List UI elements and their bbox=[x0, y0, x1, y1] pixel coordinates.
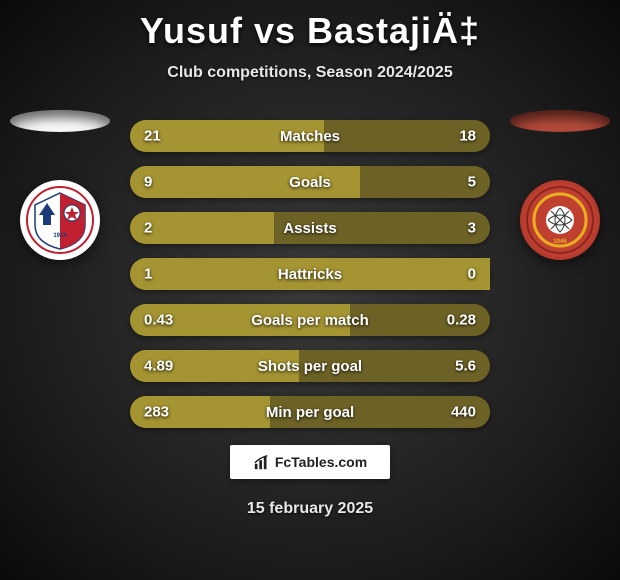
club-crest-right-icon: 1946 bbox=[525, 185, 595, 255]
player-shadow-left bbox=[10, 110, 110, 132]
stat-value-right: 5 bbox=[468, 174, 476, 191]
stat-value-left: 2 bbox=[144, 220, 152, 237]
stat-label: Min per goal bbox=[266, 404, 354, 421]
stat-value-right: 18 bbox=[459, 128, 476, 145]
stat-row: 0.43 Goals per match 0.28 bbox=[130, 304, 490, 336]
fctables-logo-text: FcTables.com bbox=[275, 454, 367, 470]
club-badge-left: 1914 bbox=[20, 180, 100, 260]
stat-label: Matches bbox=[280, 128, 340, 145]
stat-value-right: 0 bbox=[468, 266, 476, 283]
stat-value-left: 21 bbox=[144, 128, 161, 145]
stat-row: 4.89 Shots per goal 5.6 bbox=[130, 350, 490, 382]
stat-label: Hattricks bbox=[278, 266, 342, 283]
stat-label: Goals bbox=[289, 174, 331, 191]
stat-value-left: 283 bbox=[144, 404, 169, 421]
stat-value-left: 1 bbox=[144, 266, 152, 283]
stat-value-right: 440 bbox=[451, 404, 476, 421]
stat-row: 2 Assists 3 bbox=[130, 212, 490, 244]
stat-label: Shots per goal bbox=[258, 358, 362, 375]
stats-container: 21 Matches 18 9 Goals 5 2 Assists 3 1 Hattricks 0 0.… bbox=[130, 120, 490, 428]
stat-row: 9 Goals 5 bbox=[130, 166, 490, 198]
club-crest-left-icon: 1914 bbox=[25, 185, 95, 255]
club-badge-right: 1946 bbox=[520, 180, 600, 260]
stat-row: 283 Min per goal 440 bbox=[130, 396, 490, 428]
svg-text:1946: 1946 bbox=[553, 239, 567, 245]
stat-label: Goals per match bbox=[251, 312, 369, 329]
stat-value-right: 3 bbox=[468, 220, 476, 237]
chart-icon bbox=[253, 453, 271, 471]
stat-row: 1 Hattricks 0 bbox=[130, 258, 490, 290]
stat-value-right: 5.6 bbox=[455, 358, 476, 375]
stat-value-left: 4.89 bbox=[144, 358, 173, 375]
player-shadow-right bbox=[510, 110, 610, 132]
stat-row: 21 Matches 18 bbox=[130, 120, 490, 152]
svg-text:1914: 1914 bbox=[53, 233, 67, 239]
comparison-title: Yusuf vs BastajiÄ‡ bbox=[0, 0, 620, 52]
fctables-logo[interactable]: FcTables.com bbox=[230, 445, 390, 479]
stat-value-left: 0.43 bbox=[144, 312, 173, 329]
stat-value-left: 9 bbox=[144, 174, 152, 191]
stat-value-right: 0.28 bbox=[447, 312, 476, 329]
comparison-date: 15 february 2025 bbox=[247, 500, 373, 518]
comparison-subtitle: Club competitions, Season 2024/2025 bbox=[0, 64, 620, 82]
stat-label: Assists bbox=[283, 220, 336, 237]
